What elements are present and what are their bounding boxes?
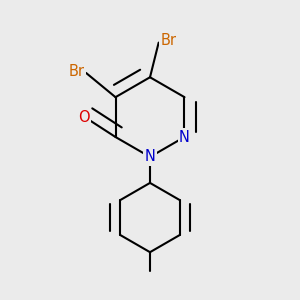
Text: N: N	[179, 130, 190, 145]
Text: O: O	[79, 110, 90, 125]
Text: N: N	[145, 149, 155, 164]
Text: Br: Br	[68, 64, 84, 79]
Text: Br: Br	[160, 33, 176, 48]
